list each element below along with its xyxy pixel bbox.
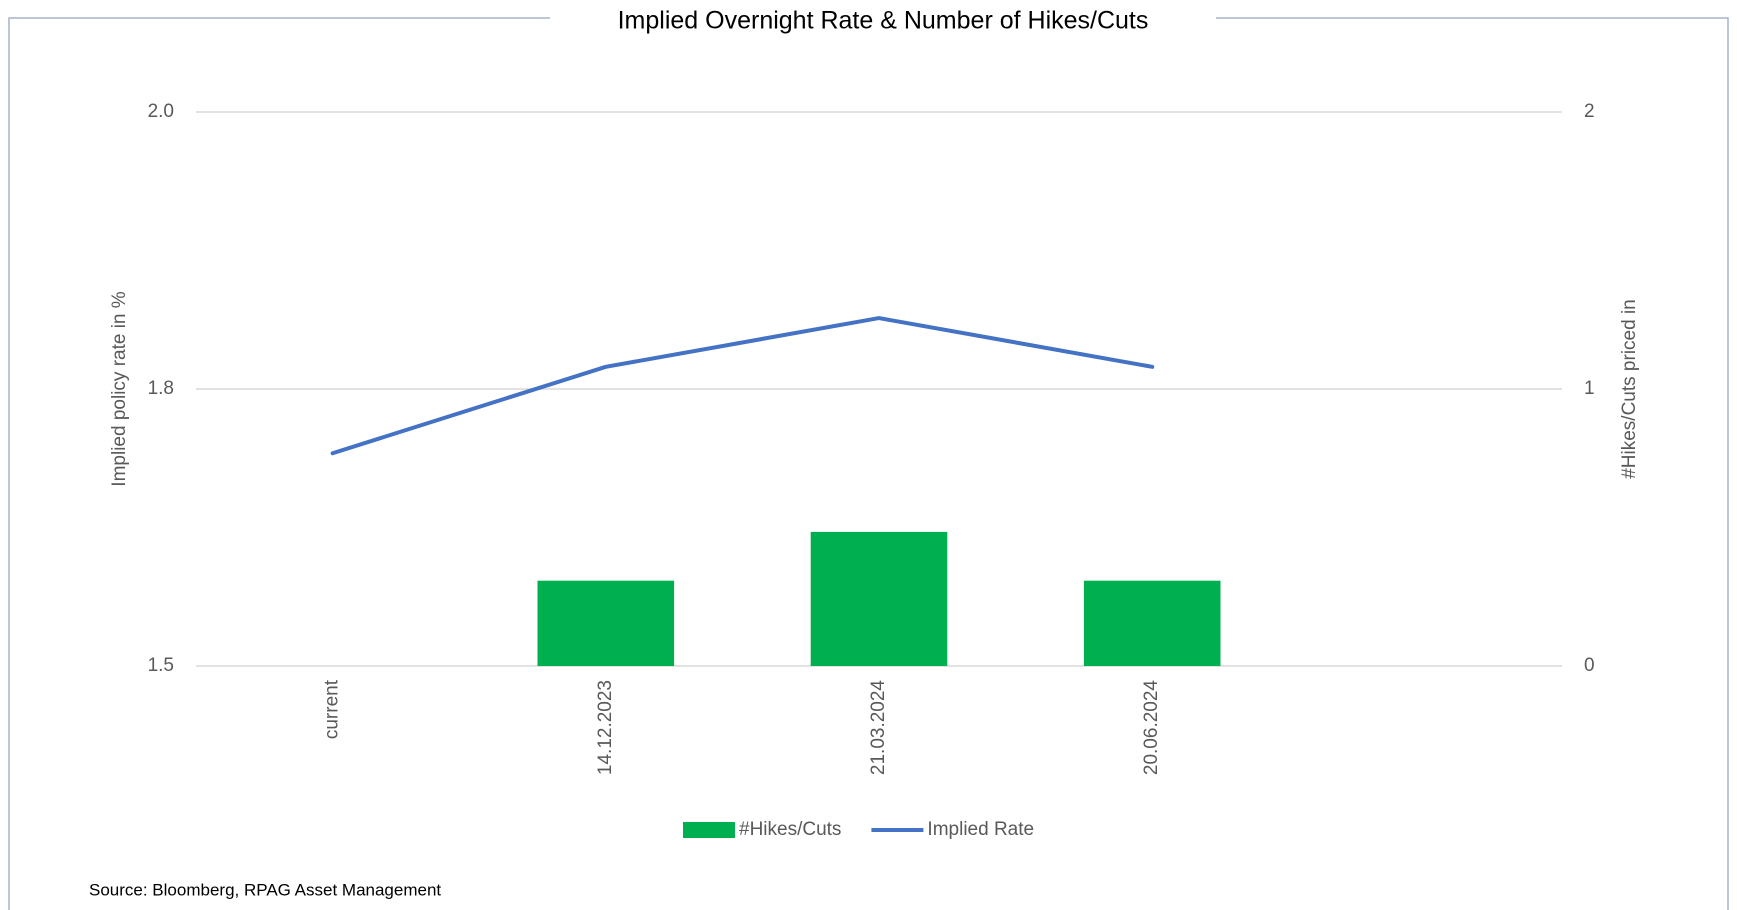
y-tick-label: 2.0: [148, 101, 174, 122]
chart-border: [8, 17, 1729, 910]
y-tick-label: 1.5: [148, 655, 174, 676]
title-backdrop: [550, 2, 1216, 42]
y-axis-label: Implied policy rate in %: [109, 291, 130, 486]
y2-tick-label: 2: [1584, 101, 1595, 122]
bar: [810, 531, 948, 666]
line: [330, 316, 1155, 456]
legend-label: Implied Rate: [927, 819, 1034, 840]
y2-axis-label: #Hikes/Cuts priced in: [1619, 299, 1640, 479]
source-note: Source: Bloomberg, RPAG Asset Management: [89, 880, 441, 899]
x-tick-label: current: [322, 679, 343, 739]
chart-title: Implied Overnight Rate & Number of Hikes…: [618, 7, 1149, 35]
x-tick-label: 14.12.2023: [595, 680, 616, 775]
y2-tick-label: 0: [1584, 655, 1595, 676]
legend-swatch: [683, 822, 735, 838]
y2-tick-label: 1: [1584, 378, 1595, 399]
bar: [537, 580, 675, 666]
bar: [1083, 580, 1221, 666]
y-tick-label: 1.8: [148, 378, 174, 399]
x-tick-label: 20.06.2024: [1141, 680, 1162, 776]
x-tick-label: 21.03.2024: [868, 680, 889, 776]
legend-label: #Hikes/Cuts: [739, 819, 841, 840]
